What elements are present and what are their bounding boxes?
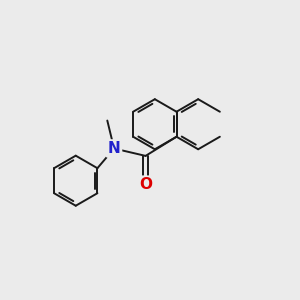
Text: O: O (139, 177, 152, 192)
Text: N: N (108, 141, 121, 156)
